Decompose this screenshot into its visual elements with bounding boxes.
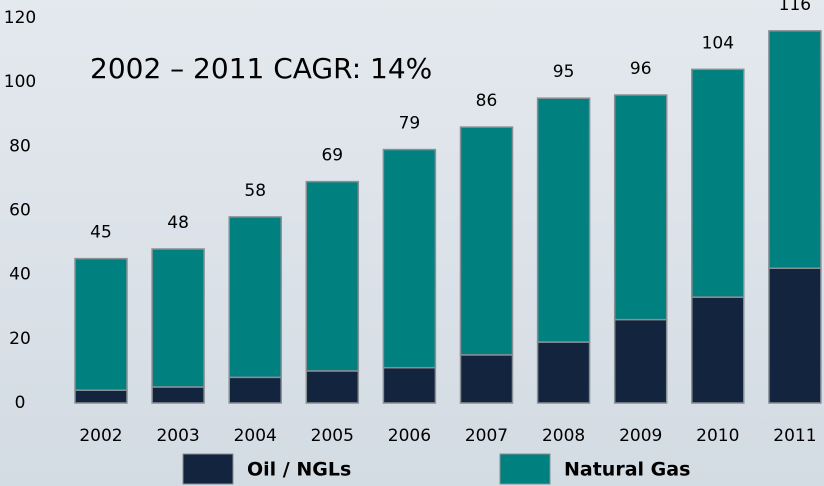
bar-segment [305,370,360,404]
total-label: 116 [779,0,811,15]
legend-label: Oil / NGLs [247,459,351,481]
bar-segment [305,180,360,372]
bar-segment [228,376,282,404]
y-tick-label: 60 [9,201,31,221]
y-tick-label: 40 [9,265,31,285]
bar-segment [768,267,822,404]
total-label: 104 [702,33,734,53]
y-tick-label: 100 [4,72,36,92]
x-tick-label: 2010 [696,426,739,446]
bar-segment [459,126,514,356]
total-label: 95 [553,62,575,82]
total-label: 48 [167,213,189,233]
bar-segment [691,296,745,404]
y-tick-label: 120 [4,8,36,28]
bar-segment [536,341,591,404]
bar-segment [151,386,205,404]
bar-segment [613,94,668,321]
x-tick-label: 2005 [311,426,354,446]
total-label: 86 [476,91,498,111]
x-tick-label: 2009 [619,426,662,446]
annotation: 2002 – 2011 CAGR: 14% [90,52,432,85]
total-label: 79 [399,114,421,134]
y-tick-label: 80 [9,136,31,156]
y-tick-label: 20 [9,329,31,349]
legend-swatch [182,453,234,485]
bar-segment [228,216,282,379]
x-tick-label: 2003 [156,426,199,446]
x-tick-label: 2006 [388,426,431,446]
x-tick-label: 2002 [79,426,122,446]
legend-swatch [499,453,551,485]
bar-segment [382,148,437,369]
y-tick-label: 0 [15,393,26,413]
bar-segment [536,97,591,343]
total-label: 45 [90,223,112,243]
bar-segment [613,318,668,404]
bar-segment [382,366,437,404]
bar-segment [768,30,822,270]
x-tick-label: 2008 [542,426,585,446]
x-tick-label: 2007 [465,426,508,446]
x-tick-label: 2004 [234,426,277,446]
legend-label: Natural Gas [564,459,690,481]
total-label: 69 [321,146,343,166]
total-label: 96 [630,59,652,79]
bar-segment [74,257,128,391]
bar-segment [691,68,745,298]
bar-segment [459,354,514,404]
x-tick-label: 2011 [773,426,816,446]
bar-segment [74,389,128,404]
bar-segment [151,248,205,388]
total-label: 58 [244,181,266,201]
